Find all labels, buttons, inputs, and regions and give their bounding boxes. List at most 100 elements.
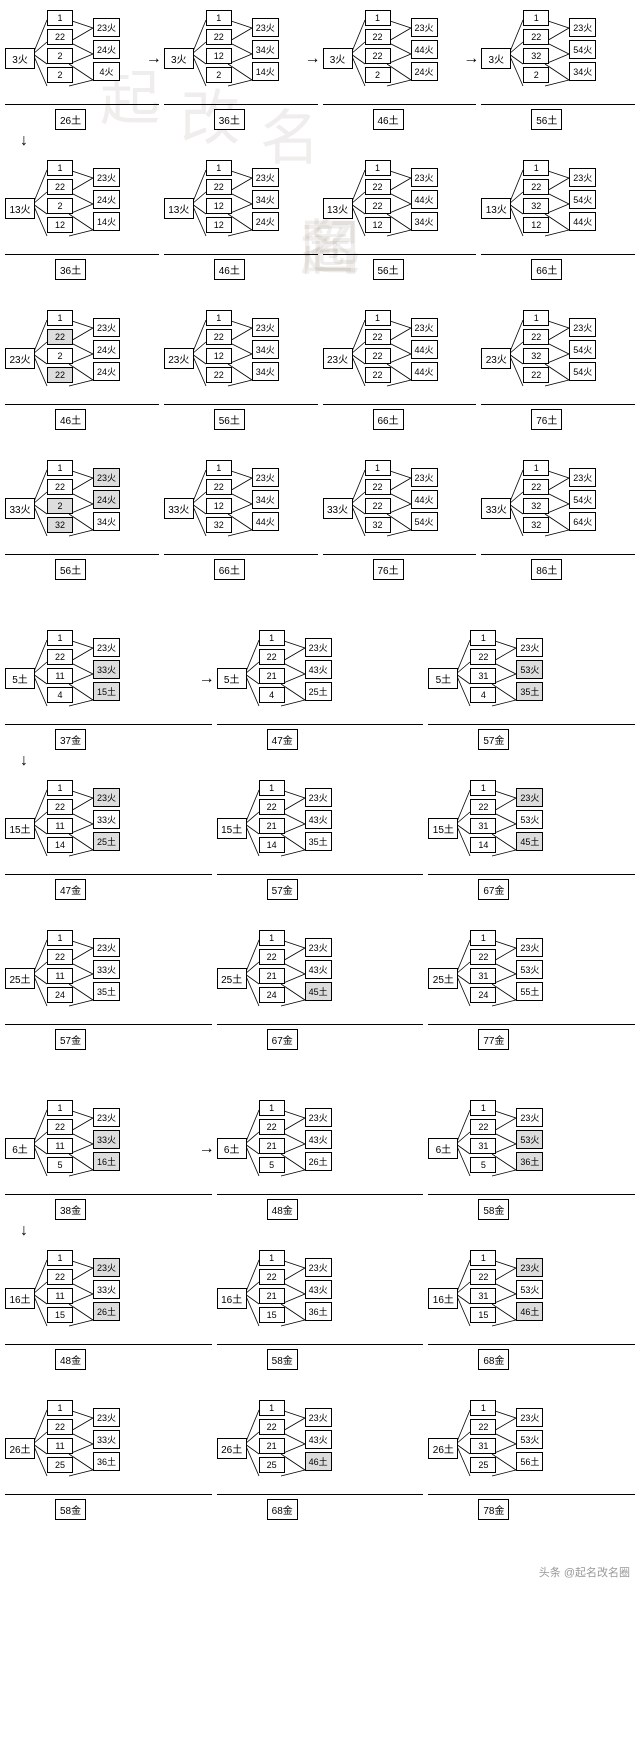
mid-box: 1 <box>365 10 391 26</box>
right-box: 43火 <box>305 960 332 979</box>
right-box: 23火 <box>93 1258 120 1277</box>
footer-value: 58金 <box>478 1199 509 1220</box>
mid-box: 1 <box>47 310 73 326</box>
mid-box: 25 <box>259 1457 285 1473</box>
mid-box: 1 <box>206 160 232 176</box>
footer-value: 56土 <box>531 109 562 130</box>
diagram-group: 26土122312523火53火56土78金 <box>428 1400 635 1520</box>
right-box: 34火 <box>411 212 438 231</box>
footer-value: 58金 <box>55 1499 86 1520</box>
right-box: 23火 <box>516 638 543 657</box>
mid-box: 32 <box>47 517 73 533</box>
right-box: 23火 <box>516 938 543 957</box>
mid-box: 22 <box>259 1419 285 1435</box>
right-box: 24火 <box>93 40 120 59</box>
right-box: 26土 <box>93 1302 120 1321</box>
arrow-right-icon: → <box>199 670 215 688</box>
right-box: 23火 <box>305 938 332 957</box>
mid-box: 32 <box>523 517 549 533</box>
divider <box>217 1344 424 1345</box>
mid-box: 1 <box>259 1100 285 1116</box>
footer-value: 58金 <box>267 1349 298 1370</box>
diagram-group: 33火12223223火24火34火56土 <box>5 460 159 580</box>
left-value: 5土 <box>428 668 458 689</box>
left-value: 3火 <box>164 48 194 69</box>
mid-box: 1 <box>470 1250 496 1266</box>
footer-value: 76土 <box>373 559 404 580</box>
diagram-group: 23火122322223火54火54火76土 <box>481 310 635 430</box>
mid-box: 1 <box>470 1100 496 1116</box>
mid-box: 2 <box>47 48 73 64</box>
section: 起名3火1222223火24火4火26土→3火12212223火34火14火36… <box>0 0 640 620</box>
mid-box: 32 <box>523 498 549 514</box>
mid-box: 22 <box>365 479 391 495</box>
mid-box: 1 <box>259 1250 285 1266</box>
mid-box: 22 <box>365 498 391 514</box>
right-box: 24火 <box>93 362 120 381</box>
footer-value: 66土 <box>373 409 404 430</box>
mid-box: 22 <box>470 949 496 965</box>
divider <box>428 1344 635 1345</box>
right-box: 54火 <box>569 40 596 59</box>
mid-box: 11 <box>47 1138 73 1154</box>
mid-box: 1 <box>523 160 549 176</box>
right-box: 36土 <box>516 1152 543 1171</box>
diagram-group: →5土12221423火43火25土47金 <box>217 630 424 750</box>
mid-box: 1 <box>470 1400 496 1416</box>
left-value: 33火 <box>323 498 353 519</box>
left-value: 6土 <box>217 1138 247 1159</box>
mid-box: 1 <box>470 930 496 946</box>
right-box: 23火 <box>93 318 120 337</box>
right-box: 23火 <box>252 318 279 337</box>
mid-box: 22 <box>206 479 232 495</box>
section: 名起6土12211523火33火16土38金→6土12221523火43火26土… <box>0 1090 640 1560</box>
footer-value: 66土 <box>214 559 245 580</box>
divider <box>481 554 635 555</box>
right-box: 24火 <box>93 340 120 359</box>
right-box: 24火 <box>93 490 120 509</box>
left-value: 25土 <box>5 968 35 989</box>
right-box: 24火 <box>411 62 438 81</box>
right-box: 44火 <box>411 362 438 381</box>
diagram-row: 6土12211523火33火16土38金→6土12221523火43火26土48… <box>5 1100 635 1220</box>
mid-box: 12 <box>206 217 232 233</box>
left-value: 5土 <box>5 668 35 689</box>
right-box: 23火 <box>93 18 120 37</box>
mid-box: 14 <box>259 837 285 853</box>
mid-box: 5 <box>47 1157 73 1173</box>
mid-box: 1 <box>365 310 391 326</box>
right-box: 23火 <box>305 1258 332 1277</box>
footer-value: 57金 <box>267 879 298 900</box>
diagram-group: 5土12211423火33火15土37金 <box>5 630 212 750</box>
mid-box: 21 <box>259 668 285 684</box>
diagram-group: 13火122321223火54火44火66土 <box>481 160 635 280</box>
right-box: 44火 <box>411 40 438 59</box>
right-box: 23火 <box>305 1408 332 1427</box>
right-box: 43火 <box>305 1430 332 1449</box>
mid-box: 1 <box>47 460 73 476</box>
mid-box: 1 <box>365 160 391 176</box>
right-box: 24火 <box>252 212 279 231</box>
footer-value: 56土 <box>55 559 86 580</box>
right-box: 14火 <box>252 62 279 81</box>
footer-value: 36土 <box>214 109 245 130</box>
diagram-group: 25土122112423火33火35土57金 <box>5 930 212 1050</box>
footer-value: 68金 <box>478 1349 509 1370</box>
mid-box: 5 <box>470 1157 496 1173</box>
right-box: 35土 <box>93 982 120 1001</box>
right-box: 34火 <box>252 340 279 359</box>
right-box: 45土 <box>516 832 543 851</box>
diagram-group: 33火122223223火44火54火76土 <box>323 460 477 580</box>
right-box: 23火 <box>93 468 120 487</box>
right-box: 25土 <box>93 832 120 851</box>
right-box: 23火 <box>252 168 279 187</box>
left-value: 23火 <box>481 348 511 369</box>
right-box: 53火 <box>516 660 543 679</box>
right-box: 45土 <box>305 982 332 1001</box>
mid-box: 1 <box>523 460 549 476</box>
right-box: 23火 <box>516 1408 543 1427</box>
right-box: 23火 <box>93 1408 120 1427</box>
left-value: 5土 <box>217 668 247 689</box>
arrow-right-icon: → <box>463 50 479 68</box>
footer-value: 66土 <box>531 259 562 280</box>
